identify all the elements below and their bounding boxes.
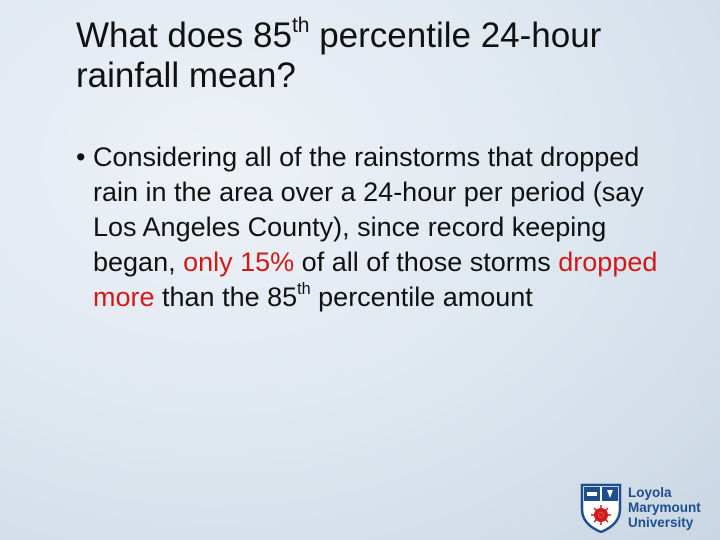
- bullet-superscript: th: [297, 280, 311, 299]
- title-superscript: th: [291, 14, 310, 38]
- bullet-text-d: percentile amount: [310, 282, 533, 312]
- bullet-text-a: Considering all of the rainstorms that d…: [93, 142, 644, 277]
- logo-wordmark: Loyola Marymount University: [628, 485, 701, 530]
- logo-line-2: Marymount: [628, 500, 701, 515]
- logo-line-3: University: [628, 515, 694, 530]
- bullet-item: • Considering all of the rainstorms that…: [76, 140, 676, 315]
- title-part2: percentile 24-hour rainfall mean?: [76, 16, 602, 95]
- highlight-only-15: only 15%: [183, 247, 295, 277]
- bullet-text: Considering all of the rainstorms that d…: [93, 140, 676, 315]
- slide-body: • Considering all of the rainstorms that…: [76, 140, 676, 315]
- lmu-shield-icon: [580, 483, 622, 533]
- highlight-dropped-more: dropped more: [93, 247, 658, 312]
- bullet-text-b: of all of those storms: [294, 247, 559, 277]
- title-part1: What does 85: [76, 16, 292, 55]
- slide-title: What does 85th percentile 24-hour rainfa…: [76, 14, 676, 96]
- university-logo: Loyola Marymount University: [580, 483, 716, 533]
- logo-line-1: Loyola: [628, 485, 672, 500]
- bullet-dot-icon: •: [76, 142, 86, 172]
- bullet-text-c: than the 85: [154, 282, 298, 312]
